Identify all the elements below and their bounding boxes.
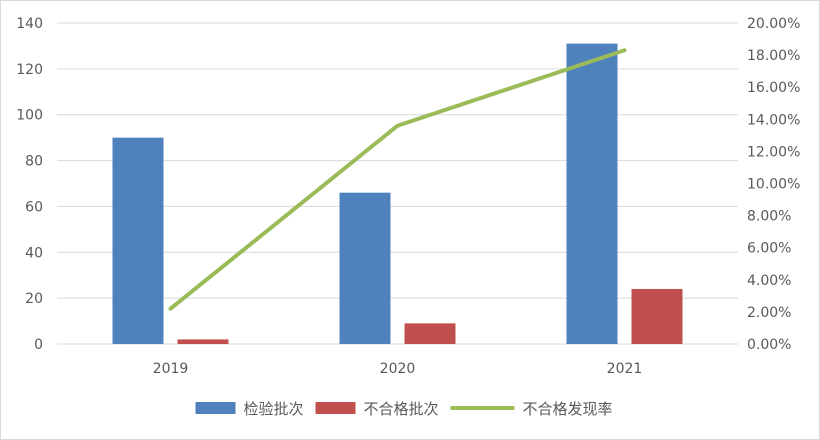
y-right-tick-label: 12.00% <box>747 144 800 160</box>
y-right-tick-label: 4.00% <box>747 273 791 289</box>
bar <box>112 137 164 344</box>
y-left-tick-label: 140 <box>16 16 43 32</box>
bar <box>631 288 683 344</box>
y-right-tick-label: 18.00% <box>747 48 800 64</box>
y-right-tick-label: 0.00% <box>747 337 791 353</box>
x-tick-label: 2021 <box>607 361 643 377</box>
legend-swatch <box>315 402 356 414</box>
y-left-tick-label: 100 <box>16 108 43 124</box>
bar <box>339 192 391 344</box>
bar <box>566 43 618 345</box>
y-right-tick-label: 2.00% <box>747 305 791 321</box>
y-left-tick-label: 80 <box>25 154 43 170</box>
series-line <box>168 48 627 311</box>
y-right-tick-label: 16.00% <box>747 80 800 96</box>
bar <box>404 323 456 344</box>
y-left-tick-label: 20 <box>25 291 43 307</box>
y-left-tick-label: 60 <box>25 199 43 215</box>
y-left-tick-label: 120 <box>16 62 43 78</box>
y-right-tick-label: 8.00% <box>747 209 791 225</box>
y-right-tick-label: 6.00% <box>747 241 791 257</box>
bar <box>177 339 229 344</box>
x-tick-label: 2020 <box>380 361 416 377</box>
y-right-tick-label: 10.00% <box>747 177 800 193</box>
x-tick-label: 2019 <box>153 361 189 377</box>
legend-label: 检验批次 <box>244 400 304 418</box>
y-left-tick-label: 0 <box>34 337 43 353</box>
legend-label: 不合格发现率 <box>523 400 613 418</box>
y-right-tick-label: 20.00% <box>747 16 800 32</box>
legend-label: 不合格批次 <box>364 400 439 418</box>
y-right-tick-label: 14.00% <box>747 112 800 128</box>
legend-swatch <box>195 402 236 414</box>
y-left-tick-label: 40 <box>25 245 43 261</box>
